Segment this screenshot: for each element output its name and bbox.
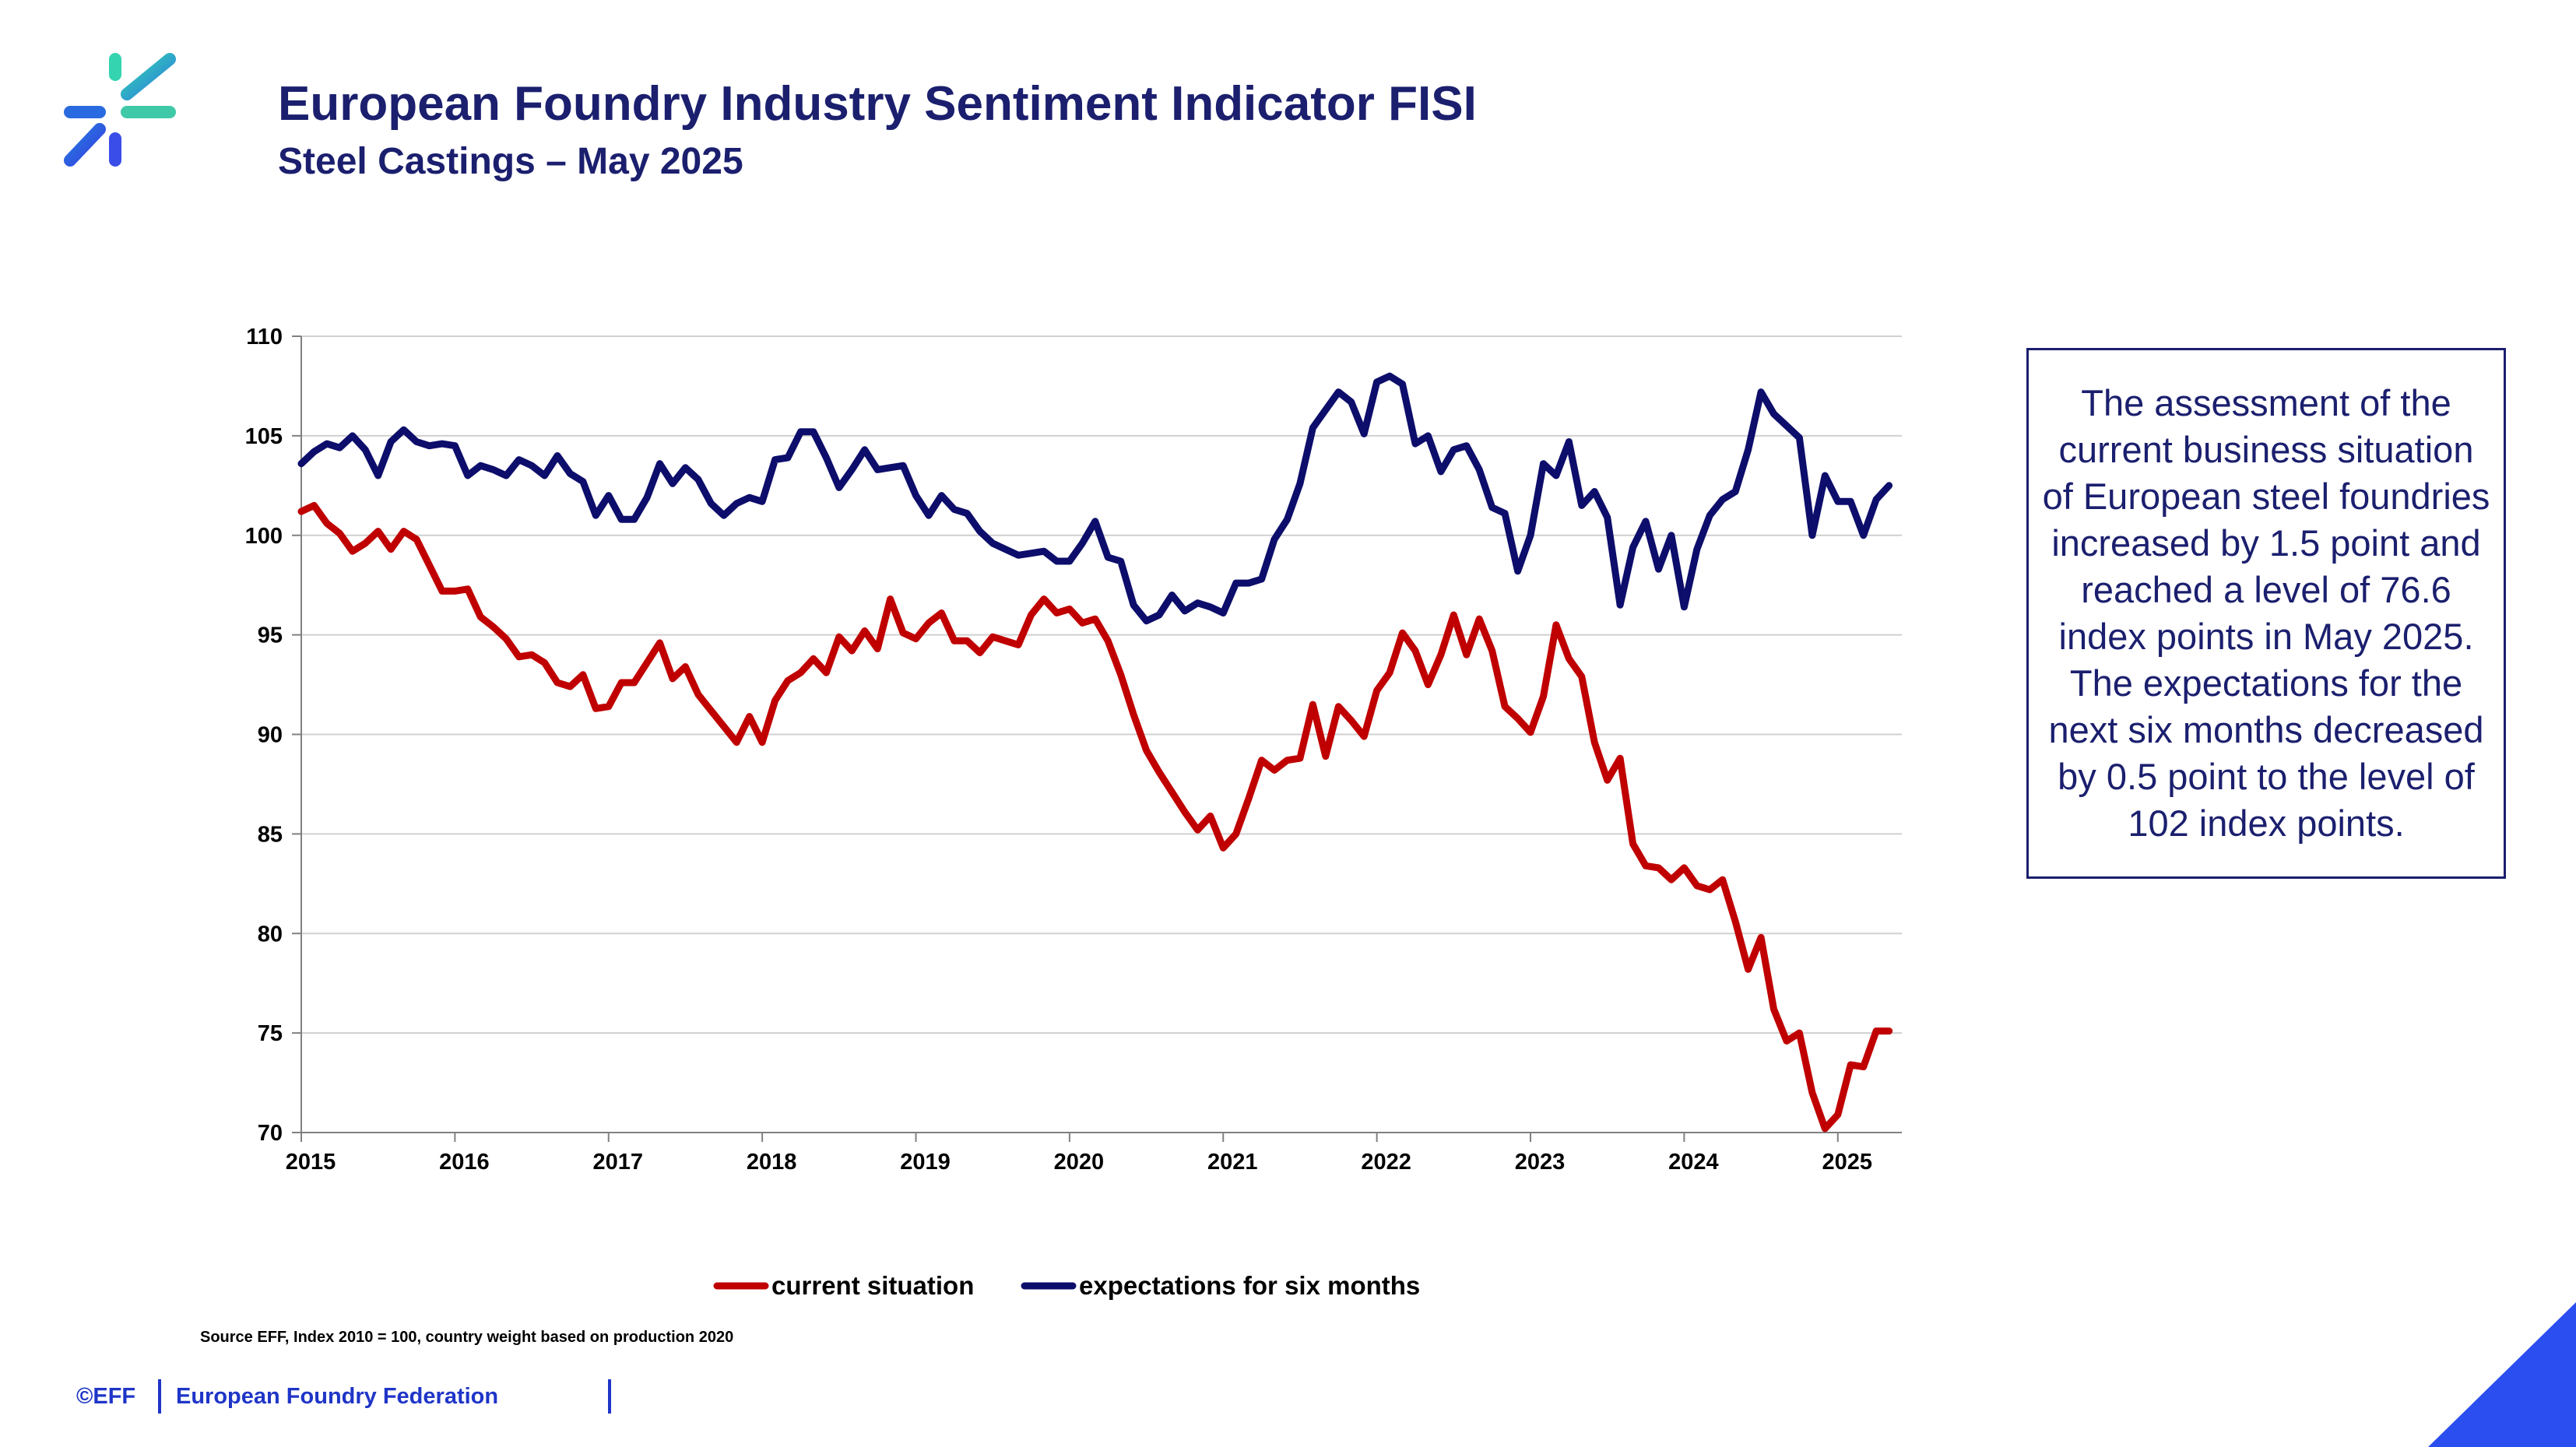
commentary-box: The assessment of the current business s…	[2026, 348, 2506, 879]
y-tick-label: 100	[245, 524, 283, 549]
y-tick-label: 80	[258, 922, 283, 947]
x-tick-label: 2025	[1822, 1150, 1873, 1175]
x-tick-label: 2015	[286, 1150, 336, 1175]
x-tick-label: 2019	[900, 1150, 951, 1175]
footer-copyright: ©EFF	[76, 1384, 136, 1409]
x-tick-label: 2018	[747, 1150, 797, 1175]
eff-logo	[64, 53, 176, 167]
gridlines	[301, 335, 1902, 1034]
x-tick-label: 2021	[1207, 1150, 1258, 1175]
footer-divider	[158, 1379, 161, 1414]
corner-triangle-decoration	[2428, 1302, 2576, 1447]
y-tick-label: 70	[258, 1121, 283, 1146]
axes: 70 75 80 85 90 95 100 105 110 2015 2016 2017 2018 201…	[245, 325, 1902, 1175]
y-tick-label: 85	[258, 822, 283, 847]
commentary-text: The assessment of the current business s…	[2042, 382, 2490, 844]
data-series	[297, 372, 1893, 1133]
legend-label: current situation	[771, 1271, 974, 1300]
x-tick-label: 2017	[592, 1150, 643, 1175]
x-tick-label: 2024	[1668, 1150, 1719, 1175]
footer-divider	[608, 1379, 611, 1414]
y-tick-label: 105	[245, 424, 283, 449]
footer-organization: European Foundry Federation	[176, 1384, 499, 1409]
y-tick-label: 90	[258, 723, 283, 748]
legend-label: expectations for six months	[1079, 1271, 1420, 1300]
y-tick-label: 75	[258, 1021, 283, 1046]
x-tick-label: 2023	[1515, 1150, 1566, 1175]
y-tick-label: 95	[258, 623, 283, 648]
series-line-expectations-for-six-months	[297, 372, 1893, 625]
x-tick-label: 2016	[439, 1150, 490, 1175]
x-tick-label: 2022	[1361, 1150, 1411, 1175]
source-note: Source EFF, Index 2010 = 100, country we…	[200, 1329, 734, 1346]
page-title: European Foundry Industry Sentiment Indi…	[278, 77, 1477, 131]
series-line-current-situation	[297, 501, 1893, 1133]
legend: current situation expectations for six mo…	[713, 1271, 1420, 1300]
y-tick-label: 110	[246, 325, 283, 349]
page-subtitle: Steel Castings – May 2025	[278, 141, 743, 182]
x-tick-label: 2020	[1054, 1150, 1105, 1175]
